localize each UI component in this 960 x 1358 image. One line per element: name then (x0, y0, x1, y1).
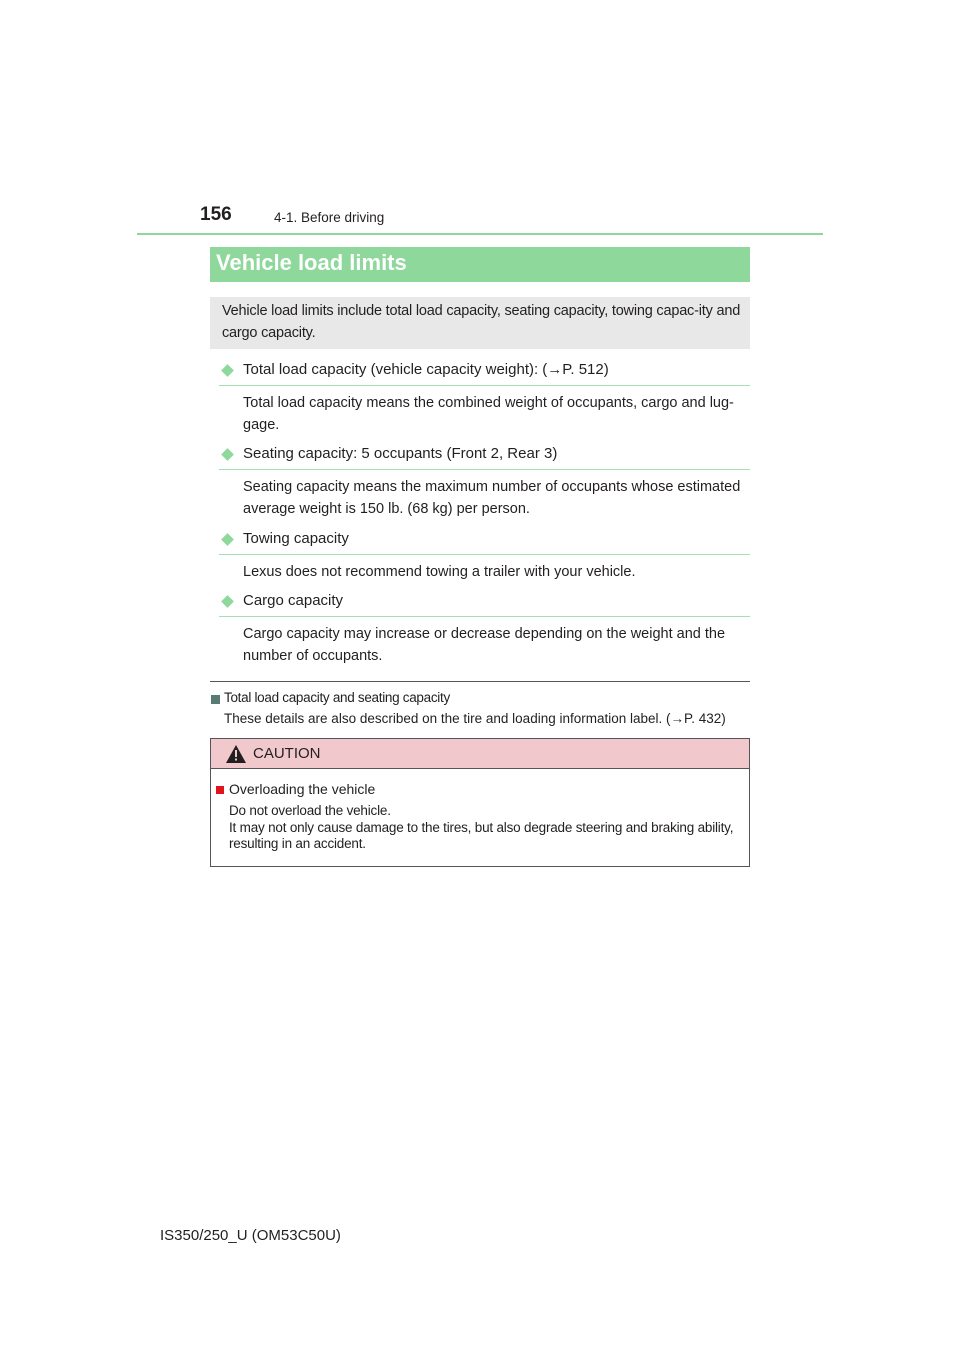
diamond-bullet-icon (221, 595, 234, 608)
item-heading: Towing capacity (219, 530, 750, 555)
footer-model-code: IS350/250_U (OM53C50U) (160, 1227, 341, 1244)
warning-triangle-icon (226, 745, 246, 763)
diamond-bullet-icon (221, 448, 234, 461)
divider (210, 681, 750, 682)
item-title: Total load capacity (vehicle capacity we… (243, 361, 609, 378)
header-divider (137, 233, 823, 235)
diamond-bullet-icon (221, 533, 234, 546)
square-bullet-icon (216, 786, 224, 794)
square-bullet-icon (211, 695, 220, 704)
page-title: Vehicle load limits (216, 250, 407, 275)
caution-label: CAUTION (253, 745, 321, 762)
caution-box: CAUTION Overloading the vehicle Do not o… (210, 738, 750, 867)
item-body: Seating capacity means the maximum numbe… (243, 479, 741, 517)
caution-body: Do not overload the vehicle. It may not … (229, 803, 744, 853)
caution-header: CAUTION (211, 739, 749, 769)
item-body: Total load capacity means the combined w… (243, 395, 734, 433)
caution-line: It may not only cause damage to the tire… (229, 819, 734, 852)
diamond-bullet-icon (221, 364, 234, 377)
item-heading: Total load capacity (vehicle capacity we… (219, 361, 750, 386)
note-title: Total load capacity and seating capacity (224, 690, 450, 705)
section-title: 4-1. Before driving (274, 210, 385, 225)
item-title: Towing capacity (243, 530, 349, 547)
item-heading: Cargo capacity (219, 592, 750, 617)
title-bar: Vehicle load limits (210, 247, 750, 282)
caution-title: Overloading the vehicle (229, 781, 376, 797)
item-body: Cargo capacity may increase or decrease … (243, 626, 726, 664)
item-heading: Seating capacity: 5 occupants (Front 2, … (219, 445, 750, 470)
note-body: These details are also described on the … (224, 711, 726, 726)
caution-line: Do not overload the vehicle. (229, 803, 391, 818)
page-number: 156 (200, 204, 232, 225)
intro-text: Vehicle load limits include total load c… (222, 303, 741, 341)
item-body: Lexus does not recommend towing a traile… (243, 564, 636, 580)
item-title: Seating capacity: 5 occupants (Front 2, … (243, 445, 558, 462)
intro-box: Vehicle load limits include total load c… (210, 297, 750, 349)
item-title: Cargo capacity (243, 592, 344, 609)
